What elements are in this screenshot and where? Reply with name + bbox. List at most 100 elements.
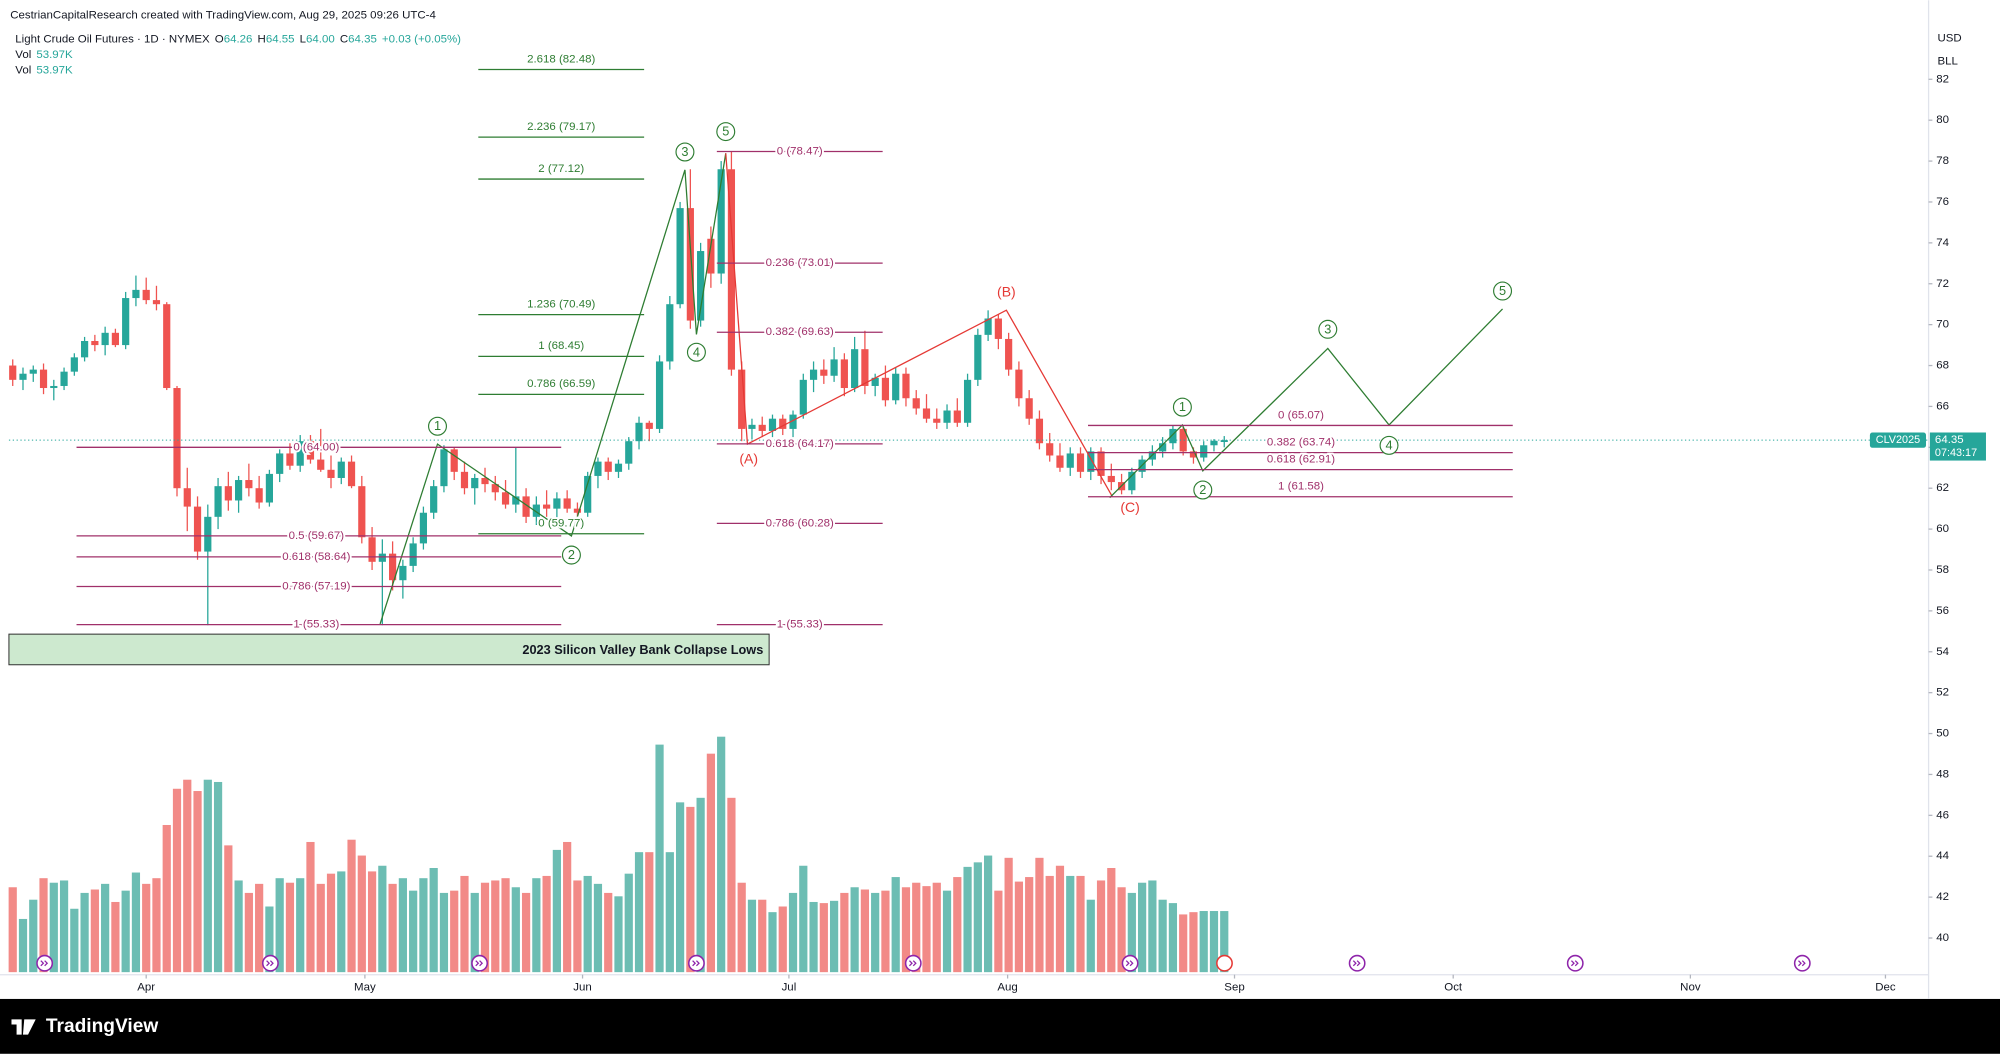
- y-tick-label: 50: [1936, 728, 1949, 740]
- y-tick-label: 74: [1936, 237, 1949, 249]
- volume-bar: [891, 877, 900, 973]
- fib-label: 0.786 (66.59): [527, 378, 595, 390]
- volume-bar: [624, 873, 633, 973]
- candle-body: [491, 484, 499, 493]
- candle-body: [358, 486, 366, 538]
- candle-body: [378, 553, 386, 562]
- candle-body: [122, 298, 130, 346]
- volume-bar: [429, 868, 438, 973]
- y-tick-label: 80: [1936, 114, 1949, 126]
- candle-body: [840, 359, 848, 389]
- candle-body: [368, 537, 376, 562]
- y-tick-label: 52: [1936, 687, 1949, 699]
- event-icon-arrow: [266, 960, 274, 967]
- volume-bar: [1158, 899, 1167, 973]
- impulse-wave: [379, 153, 727, 625]
- volume-legend-label: Vol: [15, 49, 31, 61]
- volume-bar: [850, 887, 859, 973]
- candle-body: [892, 373, 900, 401]
- y-tick-label: 40: [1936, 932, 1949, 944]
- fib-label: 0.382 (63.74): [1267, 436, 1335, 448]
- projected-wave: [1109, 308, 1504, 499]
- volume-bar: [244, 892, 253, 973]
- volume-bar: [1127, 892, 1136, 973]
- volume-bar: [912, 882, 921, 973]
- y-tick-label: 58: [1936, 564, 1949, 576]
- candle-body: [1210, 440, 1218, 446]
- volume-bar: [460, 875, 469, 973]
- volume-bar: [480, 882, 490, 973]
- fib-label: 0 (59.77): [538, 518, 584, 530]
- volume-legend: Vol 53.97K: [15, 49, 73, 61]
- candle-body: [963, 379, 972, 423]
- candle-body: [604, 461, 612, 472]
- volume-bar: [439, 892, 449, 973]
- volume-bar: [142, 883, 151, 973]
- volume-bar: [552, 849, 561, 973]
- event-icon: [1566, 954, 1584, 972]
- volume-bar: [347, 839, 356, 973]
- event-icon: [1348, 954, 1366, 972]
- volume-bar: [829, 900, 839, 973]
- volume-bar: [840, 892, 849, 973]
- candle-body: [60, 371, 68, 386]
- volume-bar: [1199, 911, 1208, 973]
- volume-bar: [1045, 875, 1054, 973]
- wave-circle: [686, 342, 706, 362]
- volume-bar: [1148, 880, 1157, 973]
- fib-label: 2 (77.12): [538, 163, 584, 175]
- volume-bar: [296, 878, 305, 973]
- volume-bar: [172, 788, 182, 973]
- volume-bar: [70, 908, 79, 973]
- wave-label: 5: [722, 124, 729, 139]
- volume-bar: [234, 880, 243, 973]
- candle-body: [1159, 443, 1167, 452]
- event-icon: [1793, 954, 1811, 972]
- fib-label: 0.618 (64.17): [766, 438, 834, 450]
- candle-body: [91, 340, 99, 346]
- volume-bar: [799, 865, 808, 973]
- annotation-box: [8, 633, 770, 666]
- volume-bar: [378, 865, 387, 973]
- wave-label: 2: [568, 547, 575, 562]
- candle-body: [163, 304, 171, 389]
- volume-bar: [809, 901, 818, 973]
- y-tick-label: 60: [1936, 523, 1949, 535]
- candle-body: [543, 504, 551, 509]
- candle-body: [1107, 475, 1115, 483]
- fib-label: 1.236 (70.49): [527, 298, 595, 310]
- candle-body: [276, 453, 284, 474]
- volume-bar: [367, 871, 377, 973]
- volume-bar: [1014, 881, 1024, 973]
- ohlc-label: O: [215, 34, 224, 46]
- fib-label: 0.786 (57.19): [282, 581, 350, 593]
- fib-label: 0 (64.00): [293, 441, 339, 453]
- candle-body: [471, 477, 479, 489]
- event-icon-arrow: [908, 960, 917, 967]
- volume-bar: [1179, 914, 1188, 973]
- candle-body: [799, 379, 807, 415]
- volume-bar: [265, 906, 274, 973]
- candle-body: [389, 553, 397, 581]
- wave-label: (C): [1120, 499, 1139, 515]
- candle-body: [1200, 445, 1208, 458]
- countdown-text: 07:43:17: [1935, 447, 1977, 459]
- candle-body: [707, 238, 715, 274]
- candle-body: [399, 565, 407, 581]
- volume-bar: [501, 878, 510, 973]
- candle-body: [881, 377, 890, 401]
- wave-lines: [379, 153, 1504, 625]
- wave-label: (B): [997, 284, 1016, 300]
- candle-body: [717, 169, 725, 274]
- volume-bar: [121, 890, 130, 973]
- event-icon: [904, 954, 922, 972]
- candle-body: [306, 441, 315, 460]
- candle-body: [347, 461, 356, 487]
- x-tick-label: Oct: [1444, 981, 1463, 993]
- candle-body: [532, 504, 540, 517]
- event-icon-arrow: [1570, 960, 1579, 967]
- volume-bar: [275, 878, 284, 973]
- event-icon: [261, 954, 279, 972]
- event-icon-arrow: [475, 960, 484, 967]
- candle-body: [1025, 398, 1033, 419]
